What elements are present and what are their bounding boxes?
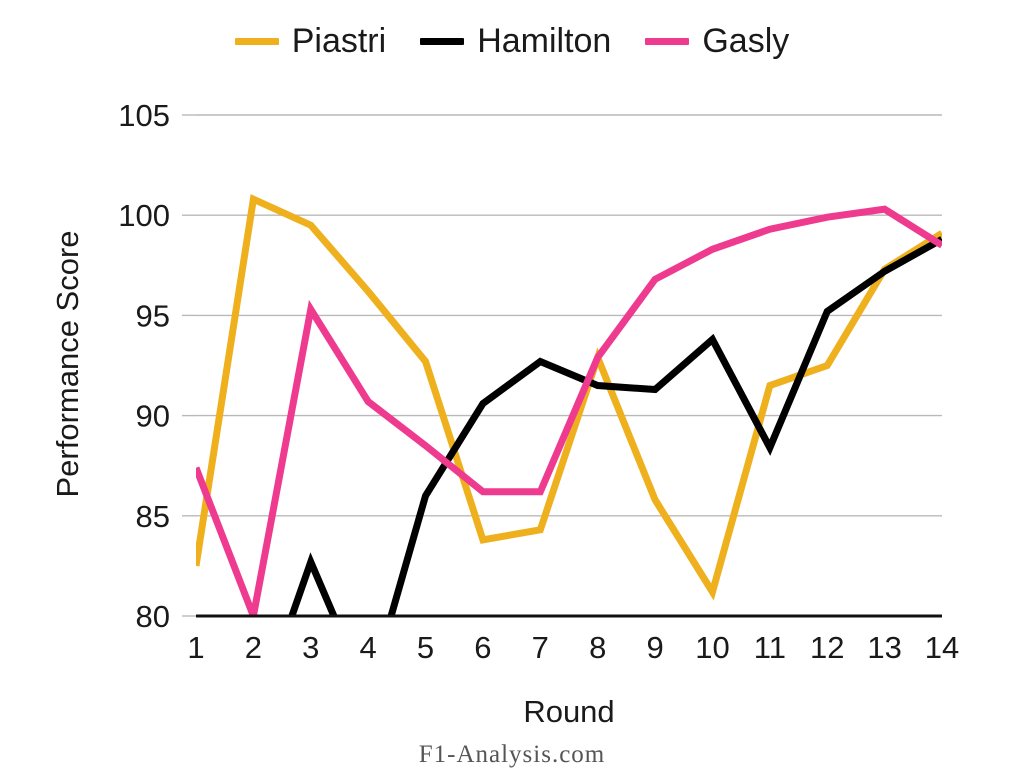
- gridlines: [182, 114, 942, 617]
- x-tick-label: 10: [695, 630, 729, 665]
- series-line-gasly: [196, 205, 942, 617]
- x-tick-label: 1: [187, 630, 204, 665]
- y-tick-label: 80: [136, 599, 170, 634]
- x-tick-label: 11: [754, 630, 786, 665]
- y-tick-label: 85: [136, 499, 170, 534]
- y-tick-label: 95: [136, 298, 170, 333]
- legend-swatch-gasly: [645, 37, 690, 45]
- watermark-label: F1-Analysis.com: [419, 741, 606, 768]
- legend-label-piastri: Piastri: [291, 22, 387, 60]
- y-tick-label: 100: [118, 198, 170, 233]
- y-tick-labels: 80 85 90 95 100 105: [118, 98, 170, 634]
- legend-swatch-piastri: [234, 37, 279, 45]
- legend-label-gasly: Gasly: [702, 22, 790, 60]
- x-tick-label: 9: [646, 630, 663, 665]
- legend-swatch-hamilton: [420, 37, 465, 45]
- series-line-hamilton: [287, 236, 942, 617]
- y-axis-title: Performance Score: [50, 230, 85, 497]
- x-tick-label: 3: [302, 630, 319, 665]
- y-tick-label: 90: [136, 399, 170, 434]
- x-tick-label: 7: [532, 630, 549, 665]
- x-tick-label: 12: [810, 630, 844, 665]
- x-tick-labels: 1 2 3 4 5 6 7 8 9 10 11 12 13 14: [187, 630, 959, 665]
- series-line-piastri: [196, 194, 942, 601]
- x-tick-label: 2: [245, 630, 262, 665]
- legend-item-piastri[interactable]: Piastri: [234, 22, 387, 60]
- series-layer: [196, 194, 942, 617]
- x-tick-label: 13: [867, 630, 901, 665]
- legend-item-gasly[interactable]: Gasly: [645, 24, 789, 58]
- x-tick-label: 4: [360, 630, 377, 665]
- y-tick-label: 105: [118, 98, 170, 133]
- x-tick-label: 5: [417, 630, 434, 665]
- x-tick-label: 14: [925, 630, 959, 665]
- x-axis-title: Round: [523, 694, 614, 729]
- x-tick-label: 8: [589, 630, 606, 665]
- chart-legend: Piastri Hamilton Gasly: [0, 18, 1024, 64]
- legend-item-hamilton[interactable]: Hamilton: [420, 24, 611, 58]
- x-tick-label: 6: [474, 630, 491, 665]
- legend-label-hamilton: Hamilton: [477, 22, 612, 60]
